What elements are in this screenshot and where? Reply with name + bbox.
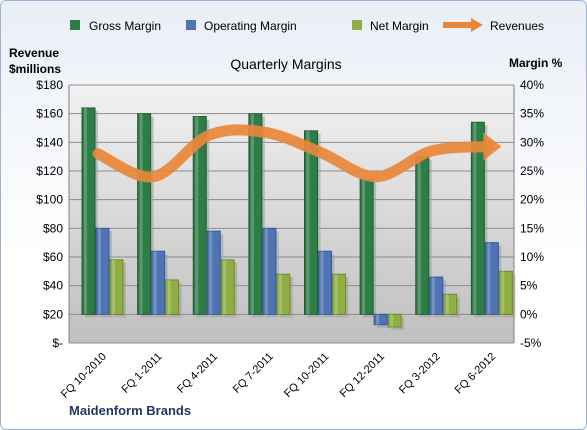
x-tick-label: FQ 10-2011 <box>282 351 331 400</box>
legend-swatch-operating-margin <box>186 20 196 30</box>
bar-operating-margin-fq-10-2011 <box>318 250 332 315</box>
bar-highlight <box>431 277 435 315</box>
bar-operating-margin-fq-7-2011 <box>262 227 277 315</box>
right-axis-ticks: -5% 0% 5% 10% 15% 20% 25% 30% 35% 40% <box>520 78 544 350</box>
left-tick-label: $140 <box>36 135 63 149</box>
x-tick-label: FQ 7-2011 <box>231 351 276 396</box>
bar-gross-margin-fq-6-2012 <box>470 121 485 315</box>
revenue-line <box>92 124 502 183</box>
footer-label: Maidenform Brands <box>69 403 191 418</box>
bar-net-margin-fq-10-2010 <box>109 259 124 315</box>
bar-highlight <box>306 130 310 315</box>
legend-label-operating-margin: Operating Margin <box>204 19 297 33</box>
bar-highlight <box>112 259 115 315</box>
bar-highlight <box>390 314 394 327</box>
bar-highlight <box>98 228 101 315</box>
right-axis-title: Margin % <box>509 56 563 70</box>
left-tick-label: $80 <box>43 221 63 235</box>
right-tick-label: 30% <box>520 135 544 149</box>
left-tick-label: $60 <box>43 250 63 264</box>
bar-highlight <box>264 228 268 315</box>
right-tick-label: 25% <box>520 164 544 178</box>
bar-highlight <box>320 251 324 315</box>
bar-highlight <box>334 274 338 315</box>
bar-highlight <box>501 271 505 315</box>
right-tick-label: 10% <box>520 250 544 264</box>
bar-net-margin-fq-1-2011 <box>165 279 180 315</box>
x-tick-label: FQ 10-2010 <box>59 351 109 401</box>
bar-gross-margin-fq-1-2011 <box>137 113 152 315</box>
chart-title: Quarterly Margins <box>230 56 341 72</box>
bar-net-margin-fq-12-2011 <box>387 313 402 328</box>
bar-gross-margin-fq-4-2011 <box>192 116 207 315</box>
left-tick-label: $180 <box>36 78 63 92</box>
bar-net-margin-fq-7-2011 <box>276 273 291 315</box>
bar-highlight <box>278 274 282 315</box>
revenues-line <box>92 124 493 183</box>
legend-label-gross-margin: Gross Margin <box>89 19 161 33</box>
bar-net-margin-fq-6-2012 <box>498 270 513 315</box>
bar-highlight <box>417 156 421 315</box>
bar-highlight <box>167 279 171 315</box>
left-axis-ticks: $- $20 $40 $60 $80 $100 $120 $140 $160 $180 <box>36 78 63 350</box>
legend-swatch-gross-margin <box>70 20 80 30</box>
bar-operating-margin-fq-10-2010 <box>95 227 110 315</box>
left-tick-label: $160 <box>36 107 63 121</box>
bar-gross-margin-fq-12-2011 <box>359 179 374 315</box>
x-tick-label: FQ 12-2011 <box>338 351 387 400</box>
bar-highlight <box>84 107 87 315</box>
x-axis-ticks: FQ 10-2010 FQ 1-2011 FQ 4-2011 FQ 7-2011 FQ … <box>59 351 498 401</box>
bar-highlight <box>223 259 227 315</box>
legend-label-revenues: Revenues <box>490 19 544 33</box>
x-tick-label: FQ 4-2011 <box>175 351 220 396</box>
left-axis-title-line1: Revenue <box>9 46 59 60</box>
left-tick-label: $- <box>52 336 63 350</box>
x-tick-label: FQ 3-2012 <box>397 351 443 397</box>
left-tick-label: $20 <box>43 307 63 321</box>
right-tick-label: 15% <box>520 221 544 235</box>
bar-highlight <box>445 294 449 315</box>
bar-gross-margin-fq-3-2012 <box>415 156 430 315</box>
left-tick-label: $120 <box>36 164 63 178</box>
bar-gross-margin-fq-10-2011 <box>304 130 318 315</box>
bar-net-margin-fq-10-2011 <box>332 273 346 315</box>
x-tick-label: FQ 1-2011 <box>119 351 164 396</box>
right-tick-label: -5% <box>520 336 542 350</box>
bar-highlight <box>153 251 157 315</box>
right-tick-label: 0% <box>520 307 538 321</box>
left-tick-label: $40 <box>43 279 63 293</box>
left-axis-title-line2: $millions <box>9 62 61 76</box>
x-tick-label: FQ 6-2012 <box>453 351 499 397</box>
bar-highlight <box>209 231 213 315</box>
bar-gross-margin-fq-10-2010 <box>81 107 96 315</box>
bar-net-margin-fq-4-2011 <box>220 259 235 315</box>
bar-highlight <box>473 122 477 315</box>
bar-gross-margin-fq-7-2011 <box>248 113 263 315</box>
legend-label-net-margin: Net Margin <box>370 19 429 33</box>
right-tick-label: 35% <box>520 107 544 121</box>
right-tick-label: 40% <box>520 78 544 92</box>
legend-arrow-revenues <box>471 18 483 32</box>
bar-highlight <box>362 179 366 315</box>
bar-operating-margin-fq-4-2011 <box>206 230 221 315</box>
bar-highlight <box>487 242 491 315</box>
bar-highlight <box>139 113 143 315</box>
revenues-line-arrowhead <box>483 132 502 161</box>
bar-operating-margin-fq-6-2012 <box>484 242 499 315</box>
bar-operating-margin-fq-12-2011 <box>373 313 388 326</box>
right-tick-label: 20% <box>520 193 544 207</box>
bar-highlight <box>250 113 254 315</box>
bars <box>81 107 516 330</box>
left-tick-label: $100 <box>36 193 63 207</box>
bar-highlight <box>376 314 380 325</box>
bar-net-margin-fq-3-2012 <box>443 293 458 315</box>
bar-operating-margin-fq-3-2012 <box>429 276 444 315</box>
legend: Gross Margin Operating Margin Net Margin… <box>70 18 544 33</box>
bar-operating-margin-fq-1-2011 <box>151 250 166 315</box>
legend-swatch-net-margin <box>352 20 362 30</box>
bar-highlight <box>195 116 199 315</box>
right-tick-label: 5% <box>520 279 538 293</box>
